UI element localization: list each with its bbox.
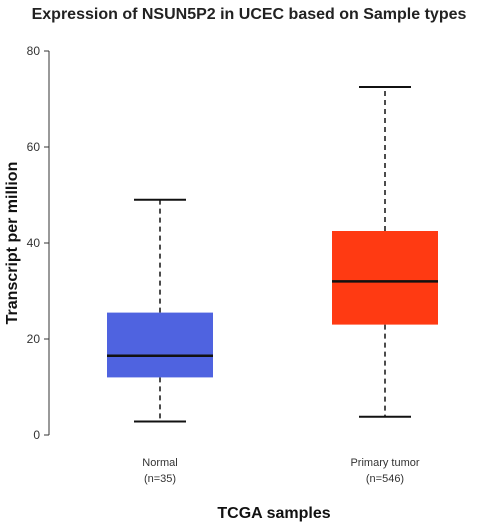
y-tick-label: 20 (27, 332, 41, 346)
iqr-box (107, 312, 213, 378)
y-tick-label: 60 (27, 140, 41, 154)
boxes-layer (107, 86, 438, 423)
y-tick-label: 80 (27, 44, 41, 58)
y-tick-label: 40 (27, 236, 41, 250)
x-category-label: Normal (142, 457, 177, 469)
x-category-count: (n=35) (144, 473, 176, 485)
box-group (332, 86, 438, 418)
x-category-count: (n=546) (366, 473, 404, 485)
x-axis-title: TCGA samples (217, 505, 330, 522)
y-tick-label: 0 (33, 428, 40, 442)
x-axis-category-labels: Normal (n=35) Primary tumor (n=546) (142, 457, 420, 485)
y-axis-ticks: 0 20 40 60 80 (27, 44, 49, 442)
iqr-box (332, 231, 438, 325)
chart-title: Expression of NSUN5P2 in UCEC based on S… (32, 6, 467, 23)
x-category-label: Primary tumor (350, 457, 419, 469)
box-group (107, 198, 213, 423)
y-axis-title: Transcript per million (4, 162, 21, 325)
